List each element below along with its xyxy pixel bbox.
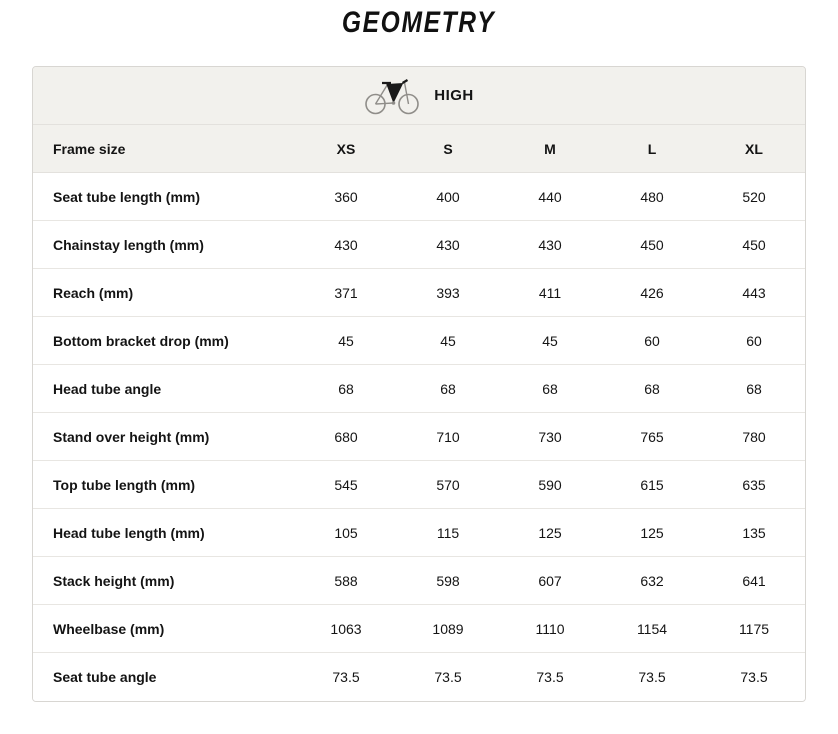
page-title: GEOMETRY (342, 6, 496, 39)
cell-value: 730 (538, 428, 562, 445)
cell-value: 68 (542, 380, 558, 397)
cell-value: 73.5 (434, 669, 462, 685)
row-label: Reach (mm) (53, 284, 134, 301)
cell-value: 45 (338, 332, 354, 349)
cell-value: 780 (742, 428, 766, 445)
cell-value: 598 (436, 572, 460, 589)
table-row: Stack height (mm) 588 598 607 632 641 (33, 557, 805, 605)
cell-value: 400 (436, 188, 460, 205)
row-label: Head tube length (mm) (53, 524, 205, 541)
row-label: Head tube angle (53, 380, 162, 397)
col-header-m: M (544, 140, 556, 157)
cell-value: 765 (640, 428, 664, 445)
cell-value: 545 (334, 476, 358, 493)
cell-value: 73.5 (332, 669, 360, 685)
cell-value: 1063 (330, 620, 362, 637)
cell-value: 45 (440, 332, 456, 349)
cell-value: 430 (538, 236, 562, 253)
cell-value: 588 (334, 572, 358, 589)
cell-value: 641 (742, 572, 766, 589)
col-header-xl: XL (745, 140, 763, 157)
cell-value: 430 (436, 236, 460, 253)
cell-value: 393 (436, 284, 460, 301)
table-row: Wheelbase (mm) 1063 1089 1110 1154 1175 (33, 605, 805, 653)
column-header-row: Frame size XS S M L XL (33, 125, 805, 173)
cell-value: 430 (334, 236, 358, 253)
table-row: Seat tube angle 73.5 73.5 73.5 73.5 73.5 (33, 653, 805, 701)
table-row: Stand over height (mm) 680 710 730 765 7… (33, 413, 805, 461)
col-header-frame-size: Frame size (53, 140, 126, 157)
cell-value: 125 (640, 524, 664, 541)
cell-value: 607 (538, 572, 562, 589)
cell-value: 450 (640, 236, 664, 253)
col-header-s: S (443, 140, 453, 157)
col-header-l: L (647, 140, 657, 157)
table-row: Chainstay length (mm) 430 430 430 450 45… (33, 221, 805, 269)
cell-value: 1110 (535, 620, 565, 637)
cell-value: 570 (436, 476, 460, 493)
row-label: Stand over height (mm) (53, 428, 210, 445)
cell-value: 68 (338, 380, 354, 397)
cell-value: 450 (742, 236, 766, 253)
geometry-table: HIGH Frame size XS S M L XL Seat tube le… (32, 66, 806, 702)
table-header-high: HIGH (33, 67, 805, 125)
cell-value: 1154 (636, 620, 668, 637)
bicycle-icon (364, 76, 420, 116)
cell-value: 105 (334, 524, 358, 541)
row-label: Wheelbase (mm) (53, 620, 165, 637)
col-header-xs: XS (336, 140, 356, 157)
cell-value: 615 (640, 476, 664, 493)
cell-value: 635 (742, 476, 766, 493)
cell-value: 590 (538, 476, 562, 493)
cell-value: 411 (538, 284, 562, 301)
cell-value: 135 (742, 524, 766, 541)
cell-value: 371 (334, 284, 358, 301)
row-label: Chainstay length (mm) (53, 236, 204, 253)
cell-value: 426 (640, 284, 664, 301)
row-label: Seat tube angle (53, 669, 157, 685)
cell-value: 73.5 (536, 669, 564, 685)
table-row: Head tube angle 68 68 68 68 68 (33, 365, 805, 413)
row-label: Stack height (mm) (53, 572, 175, 589)
table-row: Top tube length (mm) 545 570 590 615 635 (33, 461, 805, 509)
cell-value: 115 (436, 524, 460, 541)
table-row: Head tube length (mm) 105 115 125 125 13… (33, 509, 805, 557)
cell-value: 360 (334, 188, 358, 205)
cell-value: 60 (746, 332, 762, 349)
cell-value: 443 (742, 284, 766, 301)
table-title: HIGH (434, 87, 474, 104)
cell-value: 1089 (432, 620, 464, 637)
row-label: Seat tube length (mm) (53, 188, 201, 205)
cell-value: 480 (640, 188, 664, 205)
table-row: Reach (mm) 371 393 411 426 443 (33, 269, 805, 317)
cell-value: 68 (440, 380, 456, 397)
cell-value: 710 (436, 428, 460, 445)
cell-value: 680 (334, 428, 358, 445)
cell-value: 1175 (738, 620, 770, 637)
cell-value: 73.5 (740, 669, 768, 685)
cell-value: 440 (538, 188, 562, 205)
cell-value: 45 (542, 332, 558, 349)
cell-value: 520 (742, 188, 766, 205)
cell-value: 73.5 (638, 669, 666, 685)
table-row: Seat tube length (mm) 360 400 440 480 52… (33, 173, 805, 221)
row-label: Top tube length (mm) (53, 476, 196, 493)
cell-value: 68 (746, 380, 762, 397)
cell-value: 125 (538, 524, 562, 541)
table-row: Bottom bracket drop (mm) 45 45 45 60 60 (33, 317, 805, 365)
cell-value: 60 (644, 332, 660, 349)
row-label: Bottom bracket drop (mm) (53, 332, 229, 349)
cell-value: 632 (640, 572, 664, 589)
cell-value: 68 (644, 380, 660, 397)
